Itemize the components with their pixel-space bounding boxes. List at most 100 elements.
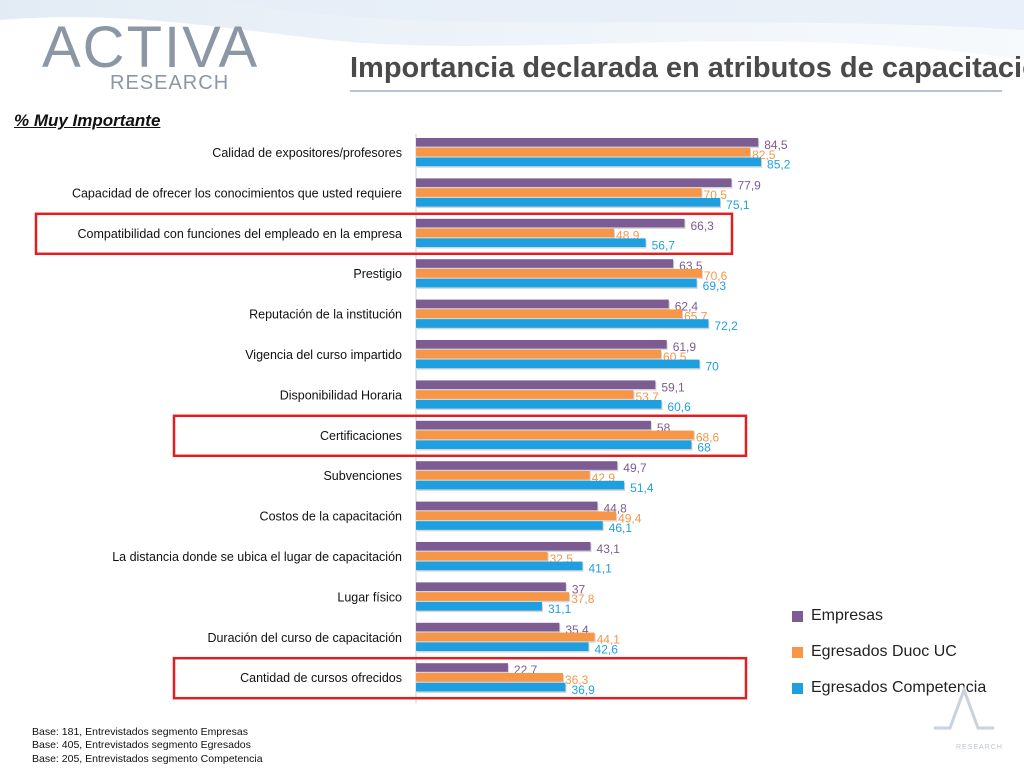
bar bbox=[416, 471, 590, 480]
bar bbox=[416, 299, 669, 309]
bar bbox=[416, 359, 700, 369]
footer-base-competencia: Base: 205, Entrevistados segmento Compet… bbox=[32, 752, 263, 765]
bar bbox=[416, 501, 598, 511]
chart-subtitle: % Muy Importante bbox=[14, 111, 161, 130]
bar bbox=[416, 682, 566, 692]
data-label: 66,3 bbox=[691, 219, 715, 233]
bar bbox=[416, 461, 618, 470]
legend-item-empresas: Empresas bbox=[792, 598, 986, 634]
legend-item-competencia: Egresados Competencia bbox=[792, 670, 986, 706]
category-label: Certificaciones bbox=[320, 429, 402, 443]
legend-swatch-duoc bbox=[792, 646, 803, 658]
bar bbox=[416, 319, 709, 328]
bar bbox=[416, 521, 603, 530]
bar bbox=[416, 582, 566, 591]
bar bbox=[416, 511, 617, 520]
data-label: 49,4 bbox=[618, 511, 642, 525]
category-label: Costos de la capacitación bbox=[260, 510, 402, 524]
data-label: 68,6 bbox=[696, 431, 720, 445]
legend-label-duoc: Egresados Duoc UC bbox=[811, 643, 957, 660]
category-label: Reputación de la institución bbox=[249, 308, 402, 322]
data-label: 85,2 bbox=[767, 158, 791, 172]
highlight-box bbox=[34, 212, 734, 256]
bar bbox=[416, 400, 662, 409]
category-label: Lugar físico bbox=[337, 590, 402, 604]
page-title: Importancia declarada en atributos de ca… bbox=[350, 52, 1024, 84]
data-label: 36,3 bbox=[565, 673, 589, 687]
data-label: 69,3 bbox=[703, 279, 727, 293]
activa-research-logo: ACTIVA RESEARCH bbox=[30, 14, 257, 104]
category-label: Calidad de expositores/profesores bbox=[212, 146, 402, 160]
legend-swatch-empresas bbox=[792, 610, 803, 622]
data-label: 75,1 bbox=[726, 198, 750, 212]
footer-base-empresas: Base: 181, Entrevistados segmento Empres… bbox=[32, 726, 248, 738]
category-label: Duración del curso de capacitación bbox=[207, 631, 402, 645]
bar bbox=[416, 218, 685, 228]
bar bbox=[416, 380, 656, 389]
data-label: 59,1 bbox=[661, 380, 685, 394]
data-label: 60,6 bbox=[667, 400, 691, 414]
data-label: 56,7 bbox=[652, 238, 676, 252]
data-label: 46,1 bbox=[609, 521, 633, 535]
bar bbox=[416, 663, 508, 672]
title-divider bbox=[350, 90, 1002, 92]
bar bbox=[416, 480, 625, 490]
bar bbox=[416, 622, 560, 632]
bar bbox=[416, 349, 662, 359]
bar bbox=[416, 592, 570, 601]
legend-label-competencia: Egresados Competencia bbox=[811, 679, 987, 696]
category-label: Compatibilidad con funciones del emplead… bbox=[77, 227, 402, 241]
bar bbox=[416, 673, 564, 682]
data-label: 44,1 bbox=[597, 633, 621, 647]
bar bbox=[416, 198, 721, 207]
bar bbox=[416, 269, 702, 278]
bar bbox=[416, 259, 674, 268]
category-label: Cantidad de cursos ofrecidos bbox=[240, 671, 402, 685]
logo-brand-text: ACTIVA bbox=[42, 15, 260, 80]
data-label: 43,1 bbox=[597, 542, 621, 556]
data-label: 68 bbox=[697, 440, 711, 454]
bar bbox=[416, 440, 692, 449]
highlight-box bbox=[172, 656, 748, 700]
footer-base-egresados: Base: 405, Entrevistados segmento Egresa… bbox=[32, 739, 251, 752]
data-label: 51,4 bbox=[630, 481, 654, 495]
data-label: 37,8 bbox=[571, 592, 595, 606]
bar bbox=[416, 602, 542, 611]
category-label: Capacidad de ofrecer los conocimientos q… bbox=[72, 186, 402, 200]
data-label: 72,2 bbox=[714, 319, 738, 333]
legend-label-empresas: Empresas bbox=[811, 607, 884, 624]
logo-sub-text: RESEARCH bbox=[110, 72, 230, 94]
legend-swatch-competencia bbox=[792, 682, 803, 694]
bar bbox=[416, 188, 702, 197]
data-label: 49,7 bbox=[623, 461, 647, 475]
data-label: 42,6 bbox=[595, 642, 619, 656]
bar bbox=[416, 138, 759, 147]
bar bbox=[416, 632, 595, 642]
data-label: 61,9 bbox=[673, 340, 697, 354]
data-label: 41,1 bbox=[588, 562, 612, 576]
bar bbox=[416, 642, 589, 651]
category-label: Vigencia del curso impartido bbox=[245, 348, 402, 362]
data-label: 84,5 bbox=[764, 138, 788, 152]
chart-legend: Empresas Egresados Duoc UC Egresados Com… bbox=[792, 598, 986, 706]
bar bbox=[416, 551, 548, 561]
category-label: Prestigio bbox=[353, 267, 402, 281]
data-label: 36,9 bbox=[571, 683, 595, 697]
bar bbox=[416, 420, 651, 430]
category-label: Disponibilidad Horaria bbox=[280, 388, 402, 402]
bar bbox=[416, 542, 591, 551]
bar bbox=[416, 157, 762, 167]
footer-notes: Base: 181, Entrevistados segmento Empres… bbox=[32, 726, 263, 766]
bar bbox=[416, 228, 615, 238]
corner-logo-mark-icon bbox=[934, 685, 994, 730]
bar bbox=[416, 340, 667, 349]
data-label: 37 bbox=[572, 582, 586, 596]
data-label: 70,6 bbox=[704, 269, 728, 283]
bar bbox=[416, 430, 694, 440]
data-label: 70 bbox=[706, 360, 720, 374]
bar bbox=[416, 178, 732, 187]
bar bbox=[416, 238, 646, 247]
bar bbox=[416, 390, 634, 399]
